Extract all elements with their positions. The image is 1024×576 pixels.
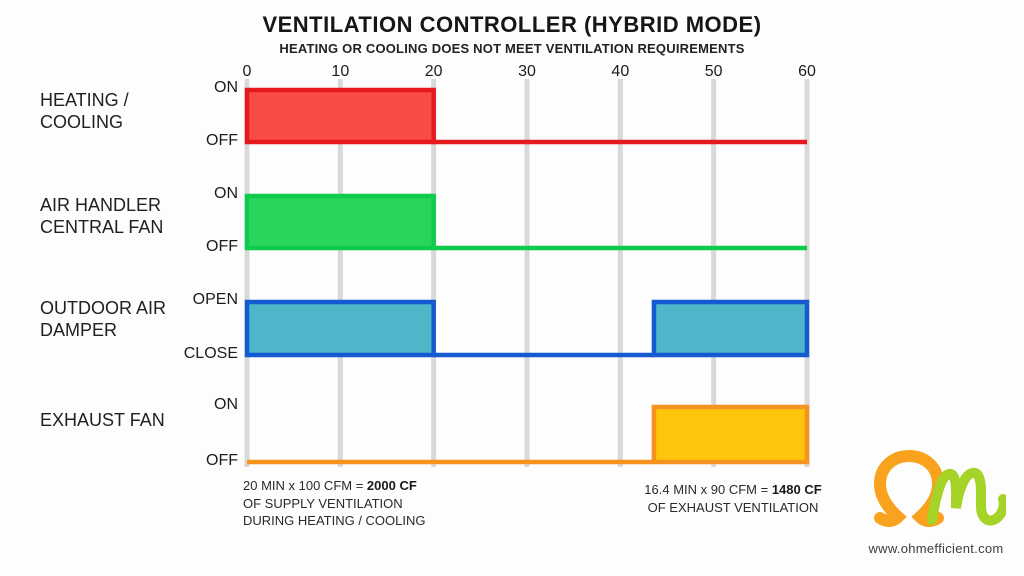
omega-glyph: [873, 449, 945, 527]
level-label-heating-cooling-off: OFF: [206, 132, 238, 149]
x-tick-30: 30: [518, 63, 536, 80]
level-label-heating-cooling-on: ON: [214, 79, 238, 96]
x-tick-50: 50: [704, 63, 723, 80]
ohm-efficient-logo: www.ohmefficient.com: [856, 448, 1016, 556]
website-url: www.ohmefficient.com: [868, 541, 1004, 556]
series-heating-cooling: [244, 87, 807, 145]
supply-annotation-line1: 20 MIN x 100 CFM = 2000 CF: [243, 478, 417, 493]
supply-annotation-line3: DURING HEATING / COOLING: [243, 513, 426, 528]
series-exhaust-fan: [247, 404, 810, 465]
exhaust-annotation-line1: 16.4 MIN x 90 CFM = 1480 CF: [644, 482, 822, 497]
level-label-outdoor-air-damper-open: OPEN: [192, 291, 238, 308]
ohm-efficient-logo-mark: [873, 449, 1009, 527]
segment-air-handler-central-fan-on: [244, 193, 436, 251]
x-tick-10: 10: [331, 63, 350, 80]
level-label-outdoor-air-damper-close: CLOSE: [183, 345, 238, 362]
x-tick-20: 20: [424, 63, 443, 80]
exhaust-annotation-line2: OF EXHAUST VENTILATION: [647, 499, 819, 515]
segment-outdoor-air-damper-open: [244, 299, 436, 358]
page-title: VENTILATION CONTROLLER (HYBRID MODE): [262, 12, 762, 37]
series-outdoor-air-damper: [244, 299, 810, 358]
page-subtitle: HEATING OR COOLING DOES NOT MEET VENTILA…: [279, 41, 745, 56]
series-air-handler-central-fan: [244, 193, 807, 251]
level-label-air-handler-central-fan-off: OFF: [206, 238, 238, 255]
supply-annotation-line2: OF SUPPLY VENTILATION: [243, 495, 403, 511]
level-label-exhaust-fan-off: OFF: [206, 452, 238, 469]
row-label-outdoor-air-damper: OUTDOOR AIR DAMPER: [40, 298, 167, 340]
level-label-air-handler-central-fan-on: ON: [214, 185, 238, 202]
segment-heating-cooling-on: [244, 87, 436, 145]
row-label-exhaust-fan: EXHAUST FAN: [40, 410, 165, 430]
exhaust-ventilation-annotation: 16.4 MIN x 90 CFM = 1480 CF OF EXHAUST V…: [628, 481, 838, 516]
x-tick-40: 40: [611, 63, 630, 80]
row-label-heating-cooling: HEATING / COOLING: [40, 90, 129, 132]
x-tick-0: 0: [242, 63, 252, 80]
segment-outdoor-air-damper-open: [651, 299, 810, 358]
supply-ventilation-annotation: 20 MIN x 100 CFM = 2000 CF OF SUPPLY VEN…: [243, 477, 426, 530]
segment-exhaust-fan-on: [651, 404, 810, 465]
x-tick-60: 60: [798, 63, 816, 80]
level-label-exhaust-fan-on: ON: [214, 396, 238, 413]
row-label-air-handler-central-fan: AIR HANDLER CENTRAL FAN: [40, 195, 164, 237]
m-glyph: [927, 467, 1009, 526]
